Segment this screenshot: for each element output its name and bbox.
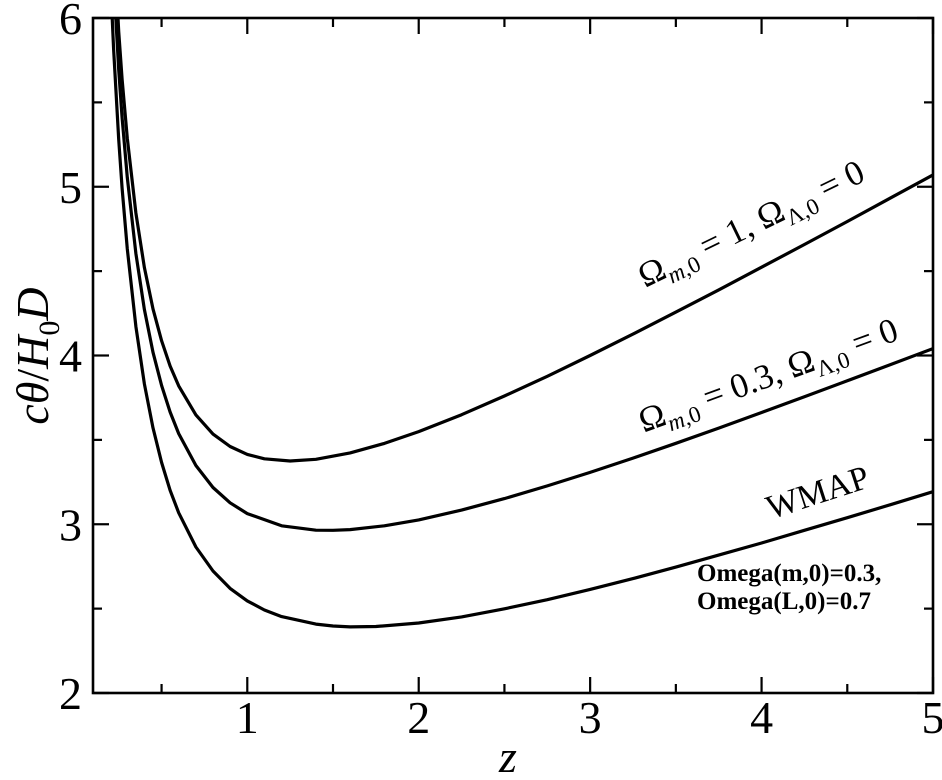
curve-matter-only-flat	[116, 18, 933, 463]
x-tick-label-4: 4	[750, 692, 773, 743]
curve-labels: Ωm,0 = 1, ΩΛ,0 = 0Ωm,0 = 0.3, ΩΛ,0 = 0WM…	[631, 152, 905, 615]
y-axis-label-text: cθ/H0D	[7, 287, 66, 424]
y-axis-label: cθ/H0D	[7, 287, 66, 424]
y-tick-label-3: 3	[59, 499, 82, 550]
x-tick-label-3: 3	[579, 692, 602, 743]
axes: 1 2 3 4 5 2 3 4 5 6	[59, 0, 942, 743]
curve-wmap	[110, 18, 933, 629]
y-tick-label-2: 2	[59, 668, 82, 719]
x-tick-label-2: 2	[407, 692, 430, 743]
curves	[110, 18, 933, 629]
annotation-wmap-parameters-line-1: Omega(m,0)=0.3,	[697, 560, 881, 587]
x-axis-label: z	[498, 731, 517, 780]
x-tick-label-5: 5	[922, 692, 942, 743]
y-tick-label-6: 6	[59, 0, 82, 44]
x-tick-label-1: 1	[236, 692, 259, 743]
curve-label-open-matter: Ωm,0 = 0.3, ΩΛ,0 = 0	[633, 310, 905, 445]
curve-open-matter	[114, 18, 933, 532]
annotation-wmap-parameters-line-2: Omega(L,0)=0.7	[697, 588, 871, 615]
curve-label-wmap: WMAP	[762, 459, 874, 527]
y-tick-label-5: 5	[59, 162, 82, 213]
y-tick-label-4: 4	[59, 331, 82, 382]
